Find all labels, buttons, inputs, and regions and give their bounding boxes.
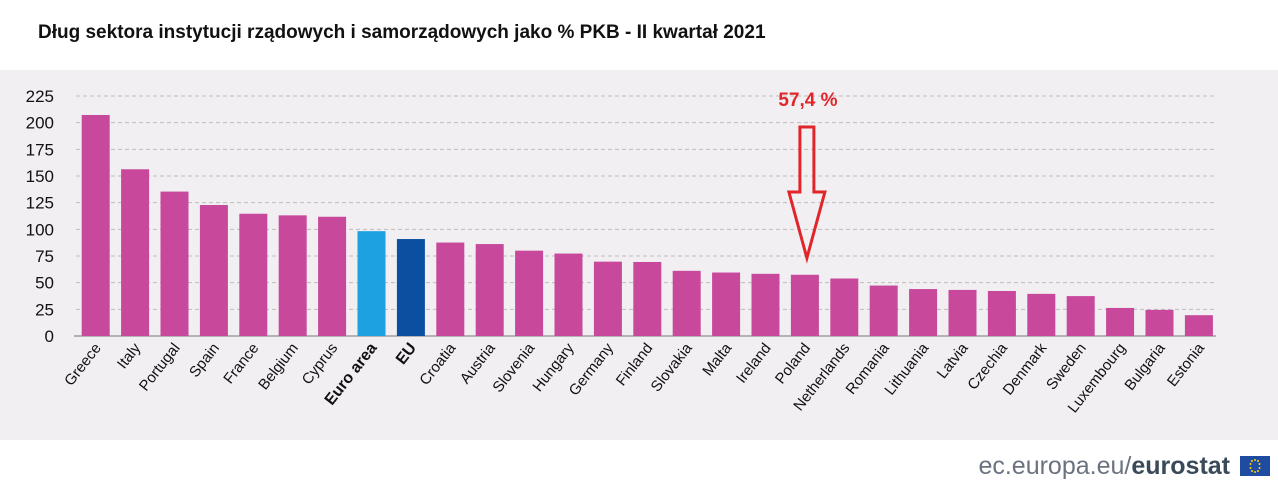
bar-chart: 0 25 50 75 100 125 150 175 200 225 Greece ItalyPor… [26,87,1216,416]
bar-euro-area [357,231,386,336]
bar-greece [81,114,110,336]
x-tick-label: Slovakia [648,339,697,395]
x-tick-label: EU [393,340,420,368]
y-tick-label: 0 [45,327,54,346]
x-tick-label: Italy [114,340,145,373]
eu-flag-icon [1240,456,1270,476]
y-tick-label: 75 [35,247,54,266]
bar-austria [475,244,504,336]
bar-latvia [948,289,977,336]
x-tick-label: Malta [699,339,735,379]
x-tick-label: Croatia [416,339,460,388]
bar-croatia [436,242,465,336]
bar-belgium [278,215,307,336]
footer-brand: eurostat [1131,452,1230,480]
y-axis-tick-labels: 0 25 50 75 100 125 150 175 200 225 [26,87,54,346]
bar-portugal [160,191,189,336]
x-tick-label: Portugal [136,340,184,394]
chart-title: Dług sektora instytucji rządowych i samo… [38,22,766,43]
y-tick-label: 125 [26,194,54,213]
bar-sweden [1066,296,1095,336]
x-tick-label: Ireland [733,340,775,387]
bar-eu [396,239,425,336]
y-tick-label: 100 [26,220,54,239]
bar-slovenia [515,250,544,336]
bar-spain [199,205,228,336]
x-tick-label: Greece [61,340,105,389]
x-tick-label: Estonia [1164,339,1209,389]
source-footer: ec.europa.eu/eurostat [978,452,1230,481]
bar-hungary [554,253,583,336]
bar-italy [121,169,150,336]
bar-malta [712,272,741,336]
y-tick-label: 150 [26,167,54,186]
bar-france [239,213,268,336]
bar-ireland [751,273,780,336]
bar-slovakia [672,270,701,336]
bar-netherlands [830,278,859,336]
y-tick-label: 225 [26,87,54,106]
y-tick-label: 50 [35,274,54,293]
footer-site: ec.europa.eu/ [978,452,1132,480]
bars [81,114,1213,336]
x-tick-label: Belgium [255,340,302,393]
bar-lithuania [909,289,938,336]
y-tick-label: 175 [26,140,54,159]
bar-denmark [1027,293,1056,336]
bar-germany [593,261,622,336]
x-tick-label: Spain [186,340,223,381]
annotation: 57,4 % [778,90,838,264]
down-arrow-icon [786,125,827,264]
bar-luxembourg [1106,307,1135,336]
bar-estonia [1184,315,1213,336]
bar-poland [790,274,819,336]
y-tick-label: 25 [35,300,54,319]
bar-cyprus [318,216,347,336]
y-tick-label: 200 [26,114,54,133]
bar-finland [633,261,662,336]
x-tick-label: Bulgaria [1121,339,1169,393]
bar-bulgaria [1145,309,1174,336]
x-tick-label: Latvia [934,339,972,382]
eu-flag-stars [1249,459,1261,473]
bar-czechia [987,290,1016,336]
annotation-label: 57,4 % [778,90,837,111]
bar-romania [869,285,898,336]
